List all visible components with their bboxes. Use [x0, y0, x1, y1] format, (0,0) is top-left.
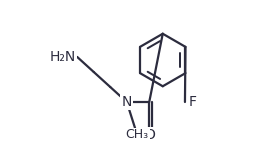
Text: H₂N: H₂N: [50, 50, 76, 64]
Text: O: O: [144, 128, 155, 142]
Text: N: N: [122, 95, 132, 109]
Text: CH₃: CH₃: [126, 129, 149, 141]
Text: F: F: [188, 95, 196, 109]
